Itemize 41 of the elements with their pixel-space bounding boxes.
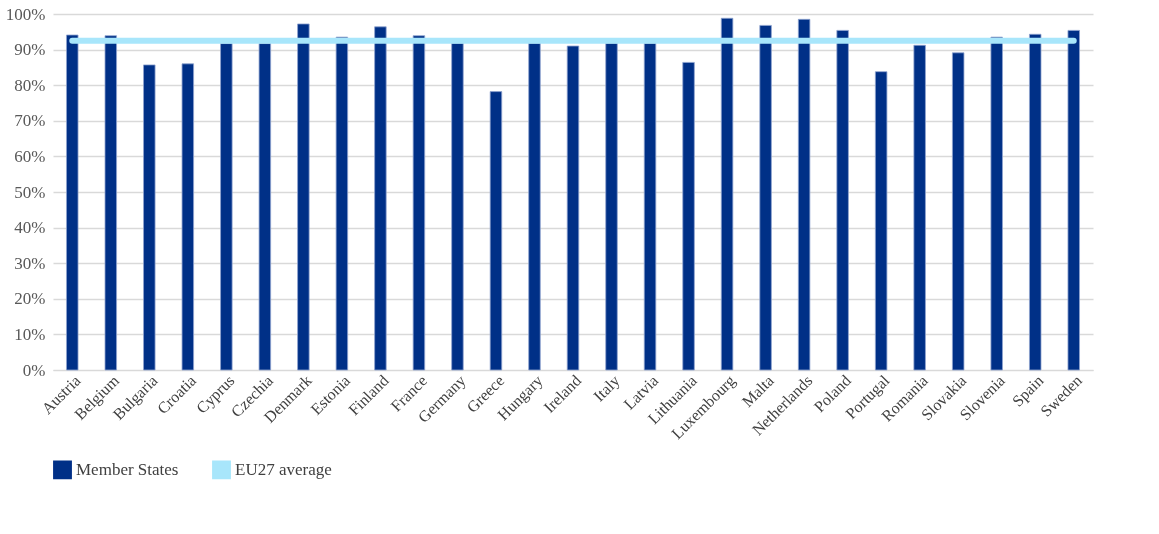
y-tick-label: 70% [14, 111, 46, 131]
bar [605, 42, 618, 371]
y-tick-label: 40% [14, 218, 46, 238]
bar [220, 43, 233, 371]
y-tick-label: 10% [14, 324, 46, 344]
bar [952, 52, 965, 371]
bar [566, 45, 580, 371]
bar [682, 62, 695, 371]
bar [874, 71, 888, 371]
bar [374, 26, 387, 371]
bar [797, 18, 811, 371]
bar [297, 23, 310, 371]
y-tick-label: 60% [14, 146, 46, 166]
y-tick-label: 0% [22, 360, 46, 380]
bar [181, 63, 194, 371]
legend-label: Member States [76, 459, 179, 479]
y-tick-label: 30% [14, 253, 46, 273]
y-tick-label: 50% [14, 182, 46, 202]
bar [1067, 29, 1080, 371]
bar [643, 42, 657, 371]
bar [759, 24, 772, 371]
bar [489, 91, 503, 371]
bar [990, 36, 1003, 371]
bar [836, 29, 849, 371]
bar [720, 17, 734, 371]
bar [258, 43, 272, 371]
bar [66, 34, 79, 371]
x-tick-label: Italy [590, 371, 624, 406]
bar [143, 64, 156, 371]
bar [1029, 33, 1042, 371]
bar [451, 42, 464, 371]
y-tick-label: 80% [14, 75, 46, 95]
bar [913, 44, 926, 371]
bar [412, 35, 426, 371]
y-tick-label: 90% [14, 40, 46, 60]
y-tick-label: 20% [14, 289, 46, 309]
bar [528, 42, 541, 371]
legend-label: EU27 average [235, 459, 332, 479]
y-tick-label: 100% [5, 4, 46, 24]
bar [335, 36, 349, 371]
bar [104, 35, 117, 371]
